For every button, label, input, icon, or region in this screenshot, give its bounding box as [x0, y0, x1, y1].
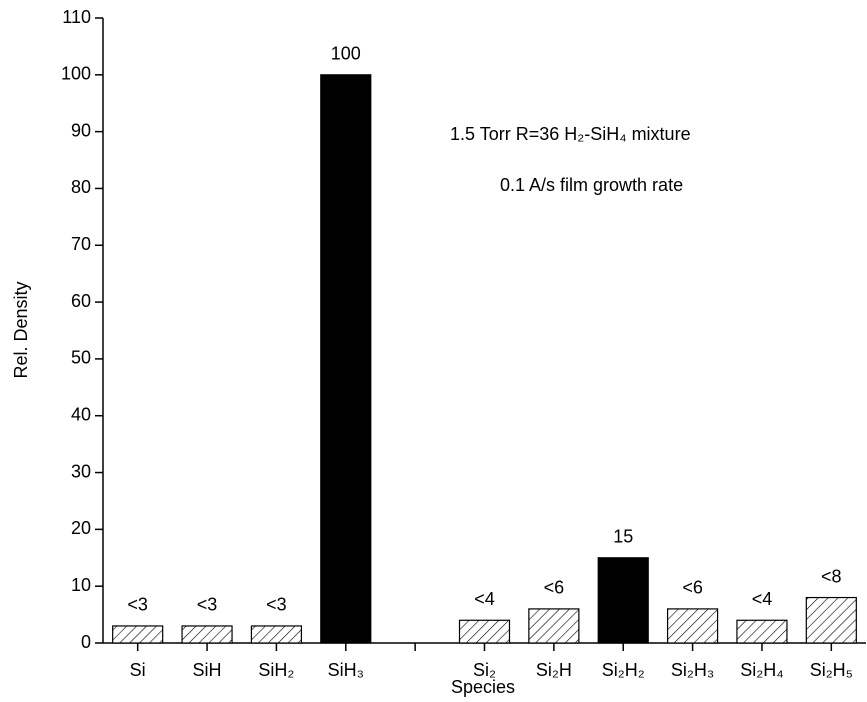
- x-tick-label: Si₂H₄: [740, 660, 783, 680]
- bar: [528, 608, 580, 644]
- x-tick-label: Si₂H₅: [810, 660, 853, 680]
- value-label: <4: [474, 589, 495, 609]
- bar: [181, 625, 233, 644]
- y-tick-label: 60: [71, 291, 91, 311]
- y-tick-label: 0: [81, 632, 91, 652]
- x-tick-label: Si₂H₂: [602, 660, 645, 680]
- y-tick-label: 20: [71, 518, 91, 538]
- y-tick-label: 80: [71, 177, 91, 197]
- bar: [736, 619, 788, 644]
- bar: [250, 625, 303, 644]
- value-label: <8: [821, 566, 842, 586]
- value-label: 100: [331, 44, 361, 64]
- y-axis-label: Rel. Density: [11, 281, 31, 378]
- bar: [805, 596, 857, 644]
- bar: [666, 608, 719, 644]
- value-label: <6: [544, 578, 565, 598]
- value-label: <3: [127, 595, 148, 615]
- y-tick-label: 40: [71, 404, 91, 424]
- y-tick-label: 10: [71, 575, 91, 595]
- value-label: <3: [197, 595, 218, 615]
- y-tick-label: 90: [71, 120, 91, 140]
- bar: [112, 625, 164, 644]
- bar: [320, 74, 372, 644]
- y-tick-label: 50: [71, 348, 91, 368]
- x-tick-label: SiH₃: [328, 660, 364, 680]
- y-tick-label: 110: [62, 7, 91, 27]
- bar: [458, 619, 511, 644]
- x-axis-label: Species: [451, 677, 515, 697]
- x-tick-label: SiH₂: [258, 660, 294, 680]
- x-tick-label: Si₂H: [536, 660, 572, 680]
- y-tick-label: 100: [61, 64, 91, 84]
- y-tick-label: 70: [71, 234, 91, 254]
- x-tick-label: Si₂: [473, 660, 496, 680]
- value-label: <3: [266, 595, 287, 615]
- x-tick-label: Si₂H₃: [671, 660, 714, 680]
- x-tick-label: Si: [130, 660, 146, 680]
- y-tick-label: 30: [71, 461, 91, 481]
- x-tick-label: SiH: [193, 660, 222, 680]
- annotation: 0.1 A/s film growth rate: [500, 175, 683, 195]
- bar: [597, 557, 649, 644]
- value-label: <6: [682, 578, 703, 598]
- annotation: 1.5 Torr R=36 H₂-SiH₄ mixture: [450, 124, 691, 144]
- value-label: 15: [613, 527, 633, 547]
- value-label: <4: [752, 589, 773, 609]
